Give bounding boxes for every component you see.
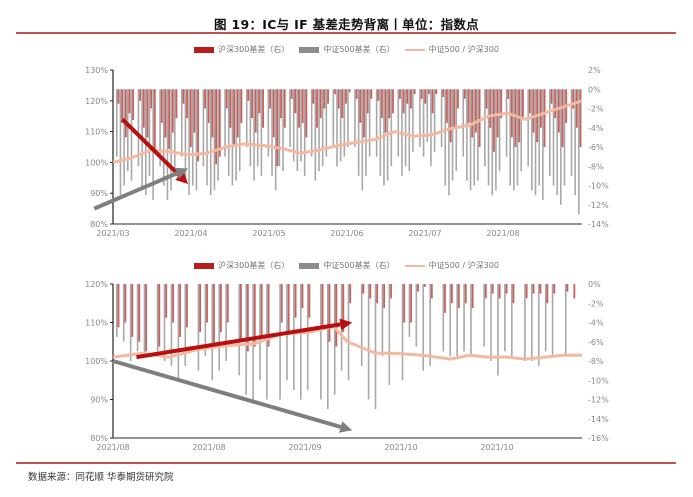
legend-item-zz500: 中证500基差（右）	[299, 260, 395, 271]
y-right-tick: -16%	[588, 434, 609, 443]
chart-bottom: 80% 90% 100% 110% 120% -16% -14% -12% -10% -8% -6%…	[85, 280, 609, 452]
footer-rule	[16, 462, 676, 464]
y-right-tick: -8%	[588, 162, 604, 171]
y-right-tick: -6%	[588, 338, 604, 347]
legend-label: 中证500 / 沪深300	[428, 45, 499, 54]
y-left-tick: 90%	[90, 189, 108, 198]
x-tick: 2021/08	[96, 443, 129, 452]
y-left-tick: 120%	[85, 280, 108, 289]
x-tick: 2021/10	[384, 443, 417, 452]
x-tick: 2021/05	[252, 229, 285, 238]
legend-item-ratio: 中证500 / 沪深300	[404, 260, 499, 271]
trend-arrow-gray	[93, 171, 178, 211]
y-left-tick: 100%	[85, 357, 108, 366]
y-left-tick: 100%	[85, 158, 108, 167]
legend-item-zz500: 中证500基差（右）	[299, 44, 395, 55]
legend-item-hs300: 沪深300基差（右）	[194, 260, 289, 271]
y-right-tick: 0%	[588, 280, 601, 289]
legend-bottom: 沪深300基差（右） 中证500基差（右） 中证500 / 沪深300	[0, 260, 693, 271]
legend-swatch-line	[404, 264, 425, 267]
figure-title: 图 19：IC与 IF 基差走势背离丨单位：指数点	[214, 17, 479, 32]
y-right-tick: -12%	[588, 201, 609, 210]
y-right-tick: -12%	[588, 396, 609, 405]
y-right-tick: -2%	[588, 105, 604, 114]
x-tick: 2021/10	[480, 443, 513, 452]
y-right-tick: -14%	[588, 220, 609, 229]
y-left-tick: 110%	[85, 128, 108, 137]
y-left-tick: 90%	[90, 396, 108, 405]
y-right-tick: -6%	[588, 143, 604, 152]
legend-item-hs300: 沪深300基差（右）	[194, 44, 289, 55]
x-tick: 2021/09	[288, 443, 321, 452]
legend-label: 中证500基差（右）	[323, 261, 395, 270]
legend-top: 沪深300基差（右） 中证500基差（右） 中证500 / 沪深300	[0, 44, 693, 55]
y-right-tick: -2%	[588, 299, 604, 308]
trend-arrow-red	[120, 117, 181, 177]
legend-label: 沪深300基差（右）	[218, 261, 290, 270]
y-right-tick: -10%	[588, 376, 609, 385]
y-right-tick: -8%	[588, 357, 604, 366]
arrow-head-icon	[339, 318, 353, 331]
x-tick: 2021/03	[96, 229, 129, 238]
x-tick: 2021/06	[330, 229, 363, 238]
trend-arrow-gray	[112, 359, 342, 429]
y-left-tick: 120%	[85, 97, 108, 106]
y-left-tick: 110%	[85, 319, 108, 328]
title-rule	[16, 32, 676, 34]
arrow-head-icon	[174, 167, 189, 179]
y-right-tick: 2%	[588, 66, 601, 75]
source-note: 数据来源：同花顺 华泰期货研究院	[28, 472, 174, 483]
legend-swatch-line	[404, 48, 425, 51]
x-tick: 2021/07	[408, 229, 441, 238]
y-left-tick: 130%	[85, 66, 108, 75]
legend-swatch-gray	[299, 46, 320, 53]
legend-label: 中证500 / 沪深300	[428, 261, 499, 270]
y-right-tick: -4%	[588, 124, 604, 133]
chart-top: 80% 90% 100% 110% 120% 130% -14% -12% -10% -8% -6%…	[85, 66, 609, 238]
y-right-tick: -10%	[588, 182, 609, 191]
legend-item-ratio: 中证500 / 沪深300	[404, 44, 499, 55]
legend-label: 中证500基差（右）	[323, 45, 395, 54]
y-left-tick: 80%	[90, 220, 108, 229]
y-right-tick: 0%	[588, 85, 601, 94]
legend-label: 沪深300基差（右）	[218, 45, 290, 54]
x-tick: 2021/08	[486, 229, 519, 238]
arrow-head-icon	[175, 171, 189, 184]
x-tick: 2021/04	[174, 229, 207, 238]
x-tick: 2021/08	[192, 443, 225, 452]
legend-swatch-red	[194, 46, 215, 53]
trend-arrow-red	[136, 322, 341, 360]
y-left-tick: 80%	[90, 434, 108, 443]
y-right-tick: -4%	[588, 319, 604, 328]
legend-swatch-gray	[299, 262, 320, 269]
y-right-tick: -14%	[588, 415, 609, 424]
arrow-head-icon	[338, 421, 353, 433]
legend-swatch-red	[194, 262, 215, 269]
